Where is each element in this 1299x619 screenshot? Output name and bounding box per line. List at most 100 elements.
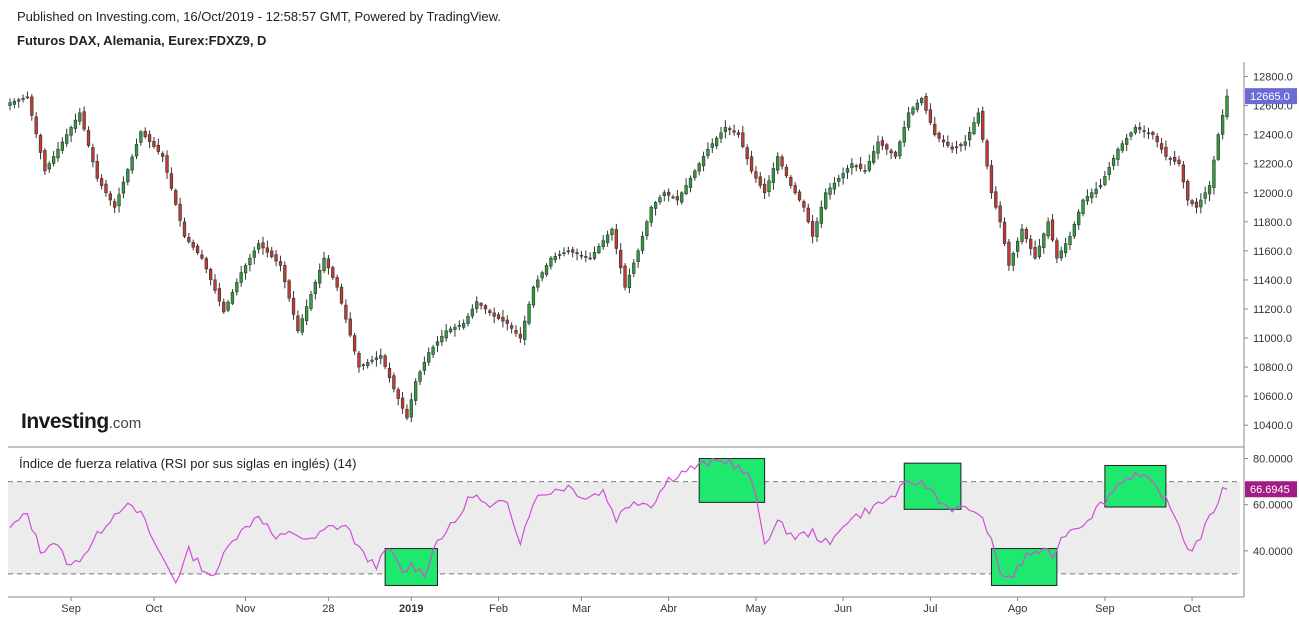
candle-body <box>483 305 488 310</box>
candle-body <box>1138 127 1142 130</box>
candle-body <box>837 177 841 182</box>
candle-body <box>723 127 728 132</box>
candle-body <box>592 252 597 259</box>
candle-body <box>623 265 627 288</box>
candle-body <box>505 319 509 324</box>
candle-body <box>754 171 758 179</box>
candle-body <box>854 165 858 168</box>
rsi-highlight-box <box>990 548 1058 586</box>
candle-body <box>1146 132 1151 135</box>
last-price-label: 12665.0 <box>1250 91 1290 103</box>
candle-body <box>649 206 653 223</box>
candle-body <box>143 131 147 137</box>
price-tick-label: 10800.0 <box>1253 362 1293 374</box>
candle-body <box>531 286 536 306</box>
candle-body <box>108 193 112 201</box>
candle-body <box>256 243 261 250</box>
candle-body <box>1107 167 1111 176</box>
candle-body <box>540 272 544 279</box>
candle-body <box>671 196 675 199</box>
candle-body <box>187 237 191 243</box>
candle-body <box>549 257 553 267</box>
candle-body <box>492 312 496 317</box>
candle-body <box>518 333 523 339</box>
candle-body <box>1181 164 1186 183</box>
candle-body <box>431 346 435 355</box>
candle-body <box>544 265 549 275</box>
candle-body <box>1164 146 1168 157</box>
candle-body <box>335 277 339 288</box>
candle-body <box>928 109 933 123</box>
candle-body <box>667 191 671 196</box>
time-tick-label: 28 <box>322 603 334 615</box>
candle-body <box>104 183 108 194</box>
candle-body <box>475 301 479 309</box>
candle-body <box>514 329 518 334</box>
candle-body <box>885 144 889 150</box>
candle-body <box>1011 252 1015 266</box>
candle-body <box>536 279 540 288</box>
last-price-badge <box>1245 88 1297 105</box>
time-tick-label: Jul <box>923 603 937 615</box>
candle-body <box>1194 201 1199 208</box>
time-tick-label: Oct <box>1184 603 1201 615</box>
candle-body <box>78 112 82 122</box>
candle-body <box>614 229 618 249</box>
candle-body <box>1220 115 1225 135</box>
candle-body <box>1120 143 1124 151</box>
candle-body <box>954 146 959 149</box>
candle-body <box>1072 223 1076 237</box>
candle-body <box>728 128 732 131</box>
price-tick-label: 11600.0 <box>1253 246 1292 258</box>
candle-body <box>69 127 73 136</box>
time-tick-label: Sep <box>1095 603 1115 615</box>
candle-body <box>1002 221 1007 244</box>
candle-body <box>34 116 38 135</box>
candle-body <box>1033 247 1037 259</box>
candle-body <box>863 170 867 172</box>
candle-body <box>8 102 12 106</box>
candle-body <box>501 316 505 322</box>
candle-body <box>789 177 793 186</box>
candle-body <box>427 352 431 363</box>
candle-body <box>117 194 121 207</box>
candle-body <box>762 183 767 194</box>
candle-body <box>981 110 985 140</box>
candle-body <box>331 267 335 278</box>
candle-body <box>1207 185 1212 195</box>
candle-body <box>780 156 784 167</box>
candle-body <box>326 258 331 269</box>
candle-body <box>374 357 379 360</box>
candle-body <box>579 254 584 257</box>
candle-body <box>1186 181 1190 201</box>
price-tick-label: 11200.0 <box>1253 304 1292 316</box>
time-tick-label: Feb <box>489 603 508 615</box>
candle-body <box>845 168 850 173</box>
candle-body <box>248 257 252 265</box>
candle-body <box>126 169 130 183</box>
candle-body <box>1024 229 1028 240</box>
price-tick-label: 11000.0 <box>1253 333 1292 345</box>
candle-body <box>21 98 25 100</box>
rsi-tick-label: 80.0000 <box>1253 454 1293 466</box>
time-tick-label: Nov <box>236 603 256 615</box>
candle-body <box>174 190 178 205</box>
candle-body <box>488 310 492 313</box>
candle-body <box>156 144 160 152</box>
candle-body <box>139 131 143 143</box>
candle-body <box>523 320 527 340</box>
candle-body <box>99 178 104 186</box>
rsi-title: Índice de fuerza relativa (RSI por sus s… <box>19 456 357 471</box>
candle-body <box>771 168 776 183</box>
candle-body <box>933 123 937 135</box>
rsi-highlight-box <box>698 458 766 503</box>
candle-body <box>130 156 134 171</box>
candle-body <box>261 242 265 249</box>
candle-body <box>38 135 43 153</box>
candle-body <box>414 381 418 401</box>
candle-body <box>191 242 195 248</box>
investing-logo: Investing.com <box>21 410 141 434</box>
candle-body <box>291 297 296 315</box>
candle-body <box>776 156 780 171</box>
